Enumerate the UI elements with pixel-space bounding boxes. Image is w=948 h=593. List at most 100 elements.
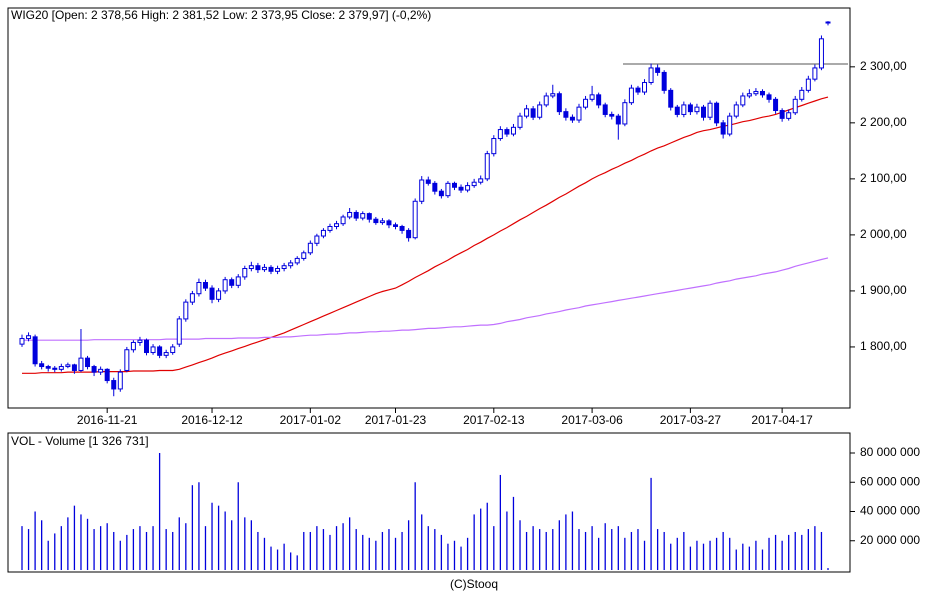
y-tick-label: 2 200,00	[860, 115, 907, 129]
candle-body	[668, 89, 674, 108]
candle-body	[799, 89, 805, 100]
candle-body	[111, 380, 117, 390]
candle-body	[340, 216, 346, 225]
candle-body	[419, 179, 425, 202]
y-tick-label: 1 800,00	[860, 339, 907, 353]
candle-body	[399, 225, 405, 231]
candle-body	[314, 235, 320, 244]
candle-body	[117, 371, 123, 390]
candle-body	[746, 93, 752, 97]
y-tick-label: 2 100,00	[860, 171, 907, 185]
candle-body	[556, 93, 562, 113]
moving-average	[22, 257, 829, 341]
candle-body	[694, 106, 700, 113]
candle-body	[805, 78, 811, 91]
x-tick-label: 2017-02-13	[463, 413, 525, 427]
volume-title: VOL - Volume [1 326 731]	[11, 434, 149, 448]
candle-body	[268, 266, 274, 272]
candle-body	[98, 368, 104, 373]
candle-body	[334, 223, 340, 227]
candle-body	[530, 108, 536, 118]
candle-body	[700, 106, 706, 118]
candle-body	[137, 339, 143, 343]
candle-body	[78, 357, 84, 371]
candle-body	[222, 279, 228, 292]
candle-body	[471, 181, 477, 187]
candle-body	[753, 90, 759, 95]
candle-body	[216, 290, 222, 300]
candle-body	[91, 366, 97, 373]
candle-body	[130, 341, 136, 351]
candle-body	[714, 102, 720, 124]
candle-body	[170, 346, 176, 354]
candle-body	[65, 364, 71, 368]
candle-body	[32, 336, 38, 365]
candle-body	[609, 113, 615, 117]
candle-body	[563, 111, 569, 118]
candle-body	[615, 115, 621, 125]
candle-body	[412, 200, 418, 239]
candle-body	[602, 104, 608, 115]
candle-body	[124, 349, 130, 371]
candle-body	[655, 67, 661, 73]
candle-body	[183, 301, 189, 320]
candle-body	[589, 94, 595, 100]
candle-body	[583, 98, 589, 108]
candle-body	[524, 108, 530, 117]
candle-body	[465, 185, 471, 191]
candle-body	[157, 346, 163, 356]
candle-body	[406, 229, 412, 239]
candle-body	[261, 266, 267, 271]
y-tick-label: 60 000 000	[860, 474, 920, 488]
candle-body	[229, 279, 235, 286]
candle-body	[569, 116, 575, 121]
candle-body	[85, 357, 91, 368]
y-tick-label: 2 000,00	[860, 227, 907, 241]
candle-body	[596, 94, 602, 106]
candle-body	[320, 229, 326, 237]
candle-body	[104, 368, 110, 382]
candle-body	[438, 190, 444, 197]
candle-body	[425, 179, 431, 184]
candle-body	[628, 87, 634, 104]
candle-body	[497, 129, 503, 140]
candle-body	[635, 87, 641, 93]
candle-body	[733, 104, 739, 117]
candle-body	[386, 220, 392, 226]
candle-body	[648, 67, 654, 84]
candle-body	[543, 95, 549, 106]
y-tick-label: 20 000 000	[860, 533, 920, 547]
candle-body	[786, 112, 792, 119]
y-tick-label: 1 900,00	[860, 283, 907, 297]
candle-body	[504, 129, 510, 135]
candle-body	[451, 182, 457, 188]
y-tick-label: 2 300,00	[860, 59, 907, 73]
candle-body	[491, 138, 497, 155]
candle-body	[622, 102, 628, 125]
candle-body	[202, 282, 208, 289]
moving-average	[22, 96, 829, 374]
chart-title: WIG20 [Open: 2 378,56 High: 2 381,52 Low…	[11, 8, 431, 22]
candle-body	[458, 186, 464, 191]
candle-body	[360, 213, 366, 219]
candle-body	[759, 90, 765, 96]
candle-body	[294, 257, 300, 264]
candle-body	[163, 352, 169, 356]
candle-body	[517, 115, 523, 128]
candle-body	[510, 126, 516, 135]
candle-body	[71, 364, 77, 371]
candle-body	[19, 338, 25, 345]
x-tick-label: 2017-04-17	[751, 413, 813, 427]
candle-body	[766, 94, 772, 100]
candle-body	[144, 339, 150, 354]
candle-body	[445, 182, 451, 197]
candle-body	[281, 265, 287, 270]
candle-body	[58, 366, 64, 370]
candle-body	[196, 282, 202, 295]
candle-body	[484, 153, 490, 180]
candle-body	[707, 102, 713, 118]
candle-body	[366, 213, 372, 220]
candle-body	[642, 82, 648, 93]
